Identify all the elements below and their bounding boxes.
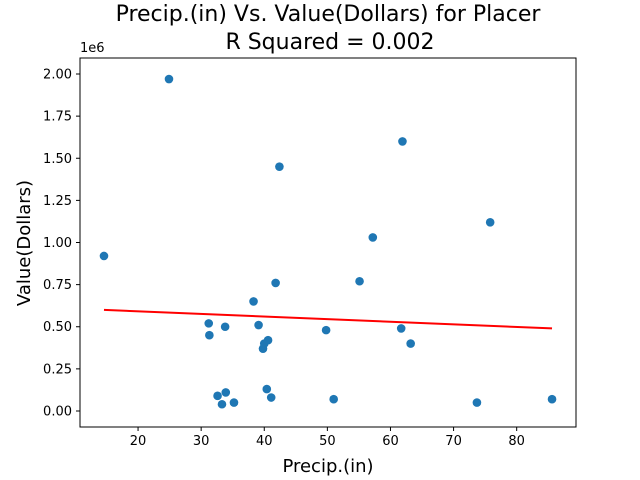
data-point [229,398,239,407]
x-tick-label: 70 [445,434,462,449]
y-tick-label: 0.50 [43,320,72,335]
data-point [472,398,482,407]
data-point [485,217,495,227]
x-axis-label: Precip.(in) [282,456,373,477]
plot-frame [79,57,577,428]
data-point [262,384,272,394]
data-point [355,276,364,286]
data-point [220,322,230,332]
y-tick-label: 1.50 [43,152,72,167]
data-point [205,330,214,340]
data-point [204,319,214,328]
data-point [271,278,280,288]
data-point [321,325,331,335]
data-point [329,394,338,404]
y-tick-label: 1.25 [43,194,72,209]
data-point [398,137,407,146]
chart-title-line1: Precip.(in) Vs. Value(Dollars) for Place… [116,2,542,27]
data-point [254,320,263,330]
data-point [266,393,276,402]
data-point [217,399,227,409]
y-tick-label: 1.00 [43,236,72,251]
y-tick-label: 0.00 [43,404,72,419]
data-point [249,297,258,306]
data-point [547,394,557,404]
y-tick-label: 2.00 [43,68,72,83]
x-tick-label: 40 [256,434,273,449]
chart-title-line2: R Squared = 0.002 [225,30,434,55]
plot-area: 20 30 40 50 60 70 80 0.00 0.25 0.50 0.75 1.00 1.25 1.… [43,68,557,449]
data-point [221,388,231,397]
y-tick-label: 1.75 [43,110,72,125]
data-point [213,391,222,401]
data-point [406,339,415,348]
data-point [396,324,406,333]
trend-line [103,308,553,330]
data-point [275,162,284,171]
y-tick-label: 0.25 [43,362,72,377]
y-axis-offset-label: 1e6 [80,41,105,56]
data-point [368,233,378,242]
x-tick-label: 60 [382,434,399,449]
data-point [263,335,273,345]
data-point [164,74,174,84]
data-point [99,251,109,261]
x-tick-label: 80 [508,434,525,449]
y-axis-label: Value(Dollars) [14,180,35,306]
x-tick-label: 30 [193,434,210,449]
x-tick-label: 20 [130,434,147,449]
y-tick-label: 0.75 [43,278,72,293]
x-tick-label: 50 [319,434,336,449]
